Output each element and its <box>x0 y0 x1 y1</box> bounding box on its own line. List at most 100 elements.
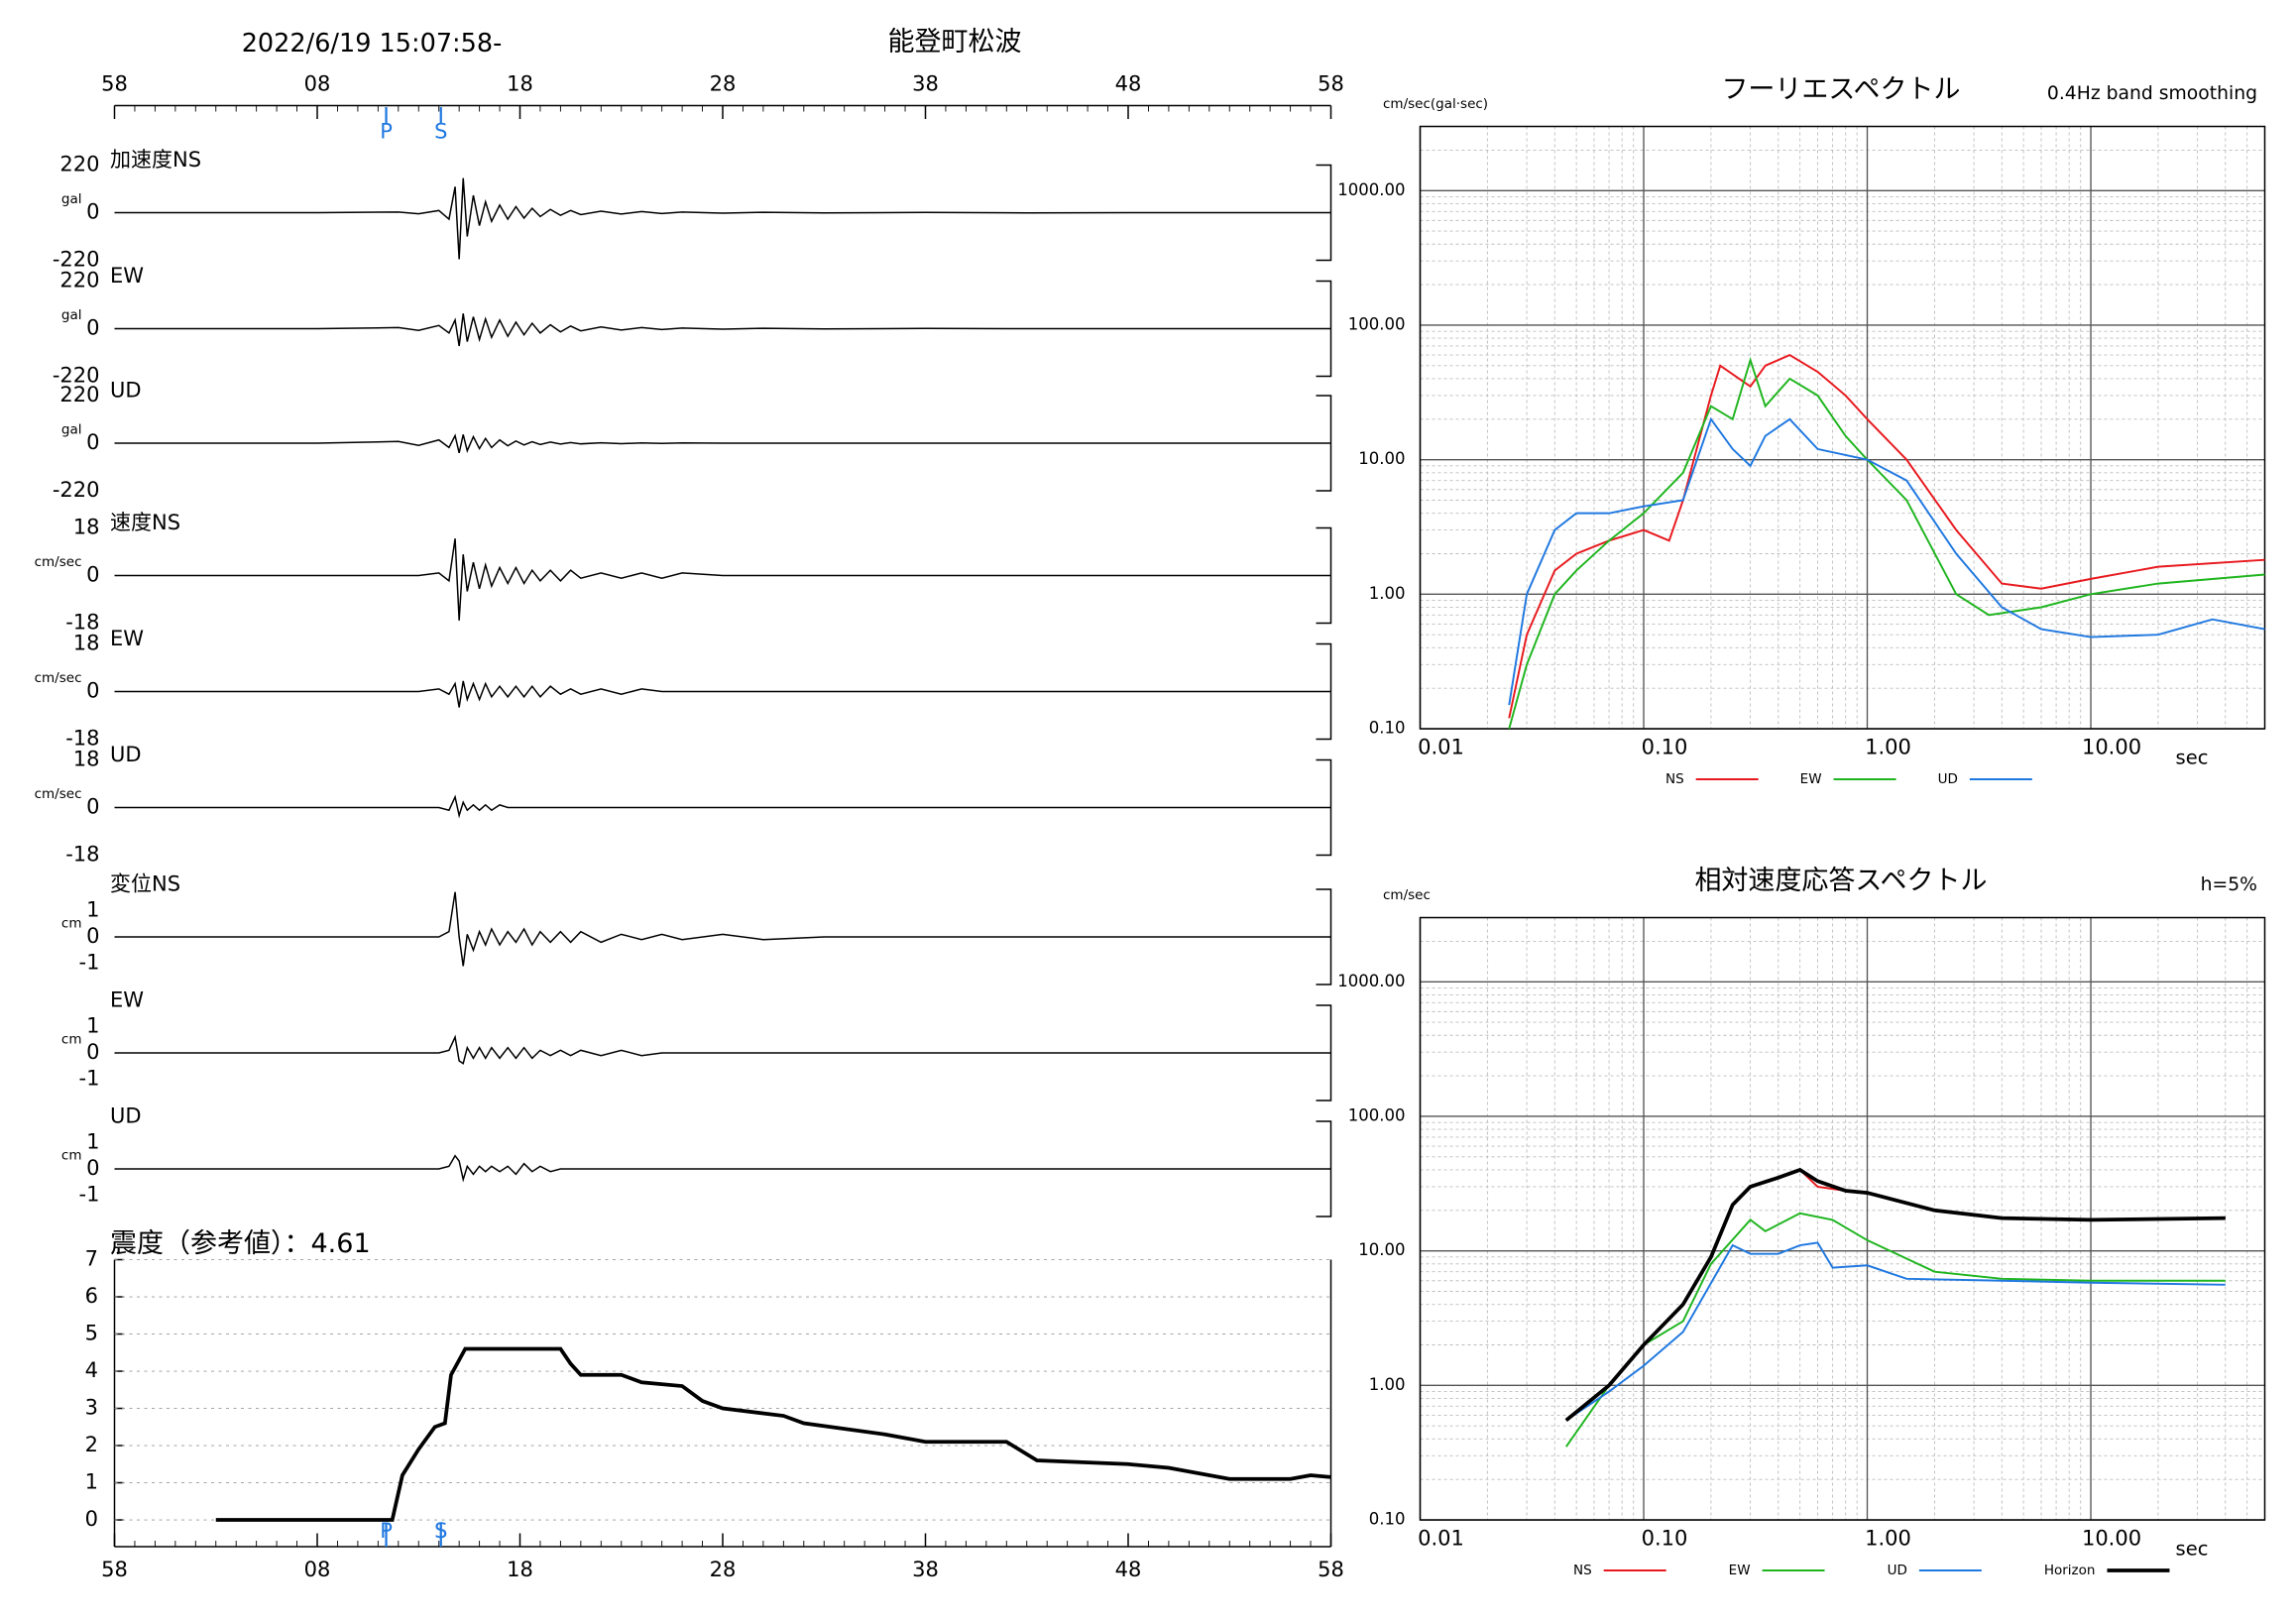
unit-label: gal <box>61 422 82 438</box>
plot-frame <box>1419 125 2266 730</box>
x-tick-label: 10.00 <box>2082 736 2141 759</box>
panel-label: 加速度NS <box>110 148 201 172</box>
y-tick-label: 100.00 <box>1348 1105 1406 1124</box>
x-tick-label: 1.00 <box>1865 736 1911 759</box>
y-tick-label: 220 <box>59 269 99 292</box>
unit-label: cm <box>61 1032 82 1048</box>
x-axis-label: sec <box>2176 747 2209 769</box>
y-axis-label: cm/sec(gal·sec) <box>1383 96 1488 112</box>
x-tick-label: 58 <box>101 72 128 96</box>
x-tick-label: 58 <box>101 1558 128 1581</box>
x-tick-label: 28 <box>710 72 737 96</box>
legend-label: EW <box>1729 1563 1751 1578</box>
unit-label: gal <box>61 307 82 323</box>
y-tick-label: -220 <box>53 478 100 502</box>
y-tick-label: -18 <box>65 843 99 867</box>
y-tick-label: -1 <box>79 1067 100 1091</box>
y-tick-label: 0 <box>86 430 99 454</box>
phase-label: S <box>434 120 447 144</box>
panel-label: EW <box>110 988 144 1012</box>
y-tick-label: 7 <box>85 1247 98 1271</box>
x-tick-label: 58 <box>1318 72 1344 96</box>
x-tick-label: 48 <box>1115 1558 1142 1581</box>
y-tick-label: 0 <box>85 1507 98 1531</box>
y-tick-label: 1000.00 <box>1337 972 1405 990</box>
y-tick-label: 3 <box>85 1396 98 1420</box>
panel-label: EW <box>110 627 144 650</box>
y-tick-label: 0 <box>86 924 99 948</box>
y-tick-label: -1 <box>79 951 100 975</box>
y-tick-label: 0 <box>86 1156 99 1180</box>
y-tick-label: 6 <box>85 1284 98 1308</box>
waveform-trace <box>114 1154 1331 1183</box>
y-tick-label: 10.00 <box>1358 449 1405 468</box>
y-tick-label: 1 <box>86 1013 99 1037</box>
x-tick-label: 10.00 <box>2082 1527 2141 1551</box>
y-tick-label: -18 <box>65 727 99 751</box>
waveform-trace <box>114 891 1331 967</box>
legend-label: NS <box>1665 771 1684 787</box>
unit-label: gal <box>61 191 82 207</box>
y-tick-label: 0.10 <box>1369 719 1406 738</box>
waveform-trace <box>114 794 1331 819</box>
unit-label: cm <box>61 1148 82 1164</box>
unit-label: cm/sec <box>35 670 82 686</box>
x-tick-label: 08 <box>304 1558 331 1581</box>
y-tick-label: 0 <box>86 795 99 819</box>
panel-label: 変位NS <box>110 872 180 896</box>
y-tick-label: 100.00 <box>1348 314 1406 333</box>
phase-label: P <box>380 120 393 144</box>
chart-subtitle: h=5% <box>2201 874 2257 895</box>
panel-label: UD <box>110 743 142 766</box>
y-tick-label: -220 <box>53 364 100 388</box>
phase-label: P <box>380 1519 393 1543</box>
legend-label: UD <box>1888 1563 1907 1578</box>
waveform-trace <box>114 680 1331 708</box>
y-tick-label: 1 <box>86 1129 99 1153</box>
waveform-trace <box>114 313 1331 347</box>
y-tick-label: 5 <box>85 1322 98 1345</box>
x-tick-label: 18 <box>507 72 533 96</box>
chart-title: 2022/6/19 15:07:58- <box>242 29 503 58</box>
y-tick-label: 18 <box>73 748 100 771</box>
y-tick-label: 1.00 <box>1369 1375 1406 1394</box>
y-tick-label: 0 <box>86 316 99 340</box>
spectrum-line <box>1508 416 2265 706</box>
x-tick-label: 0.01 <box>1418 736 1464 759</box>
y-tick-label: -18 <box>65 611 99 635</box>
y-tick-label: -220 <box>53 248 100 272</box>
spectrum-line <box>1565 1212 2226 1448</box>
y-tick-label: 0 <box>86 200 99 224</box>
y-tick-label: 0 <box>86 679 99 703</box>
y-tick-label: 0.10 <box>1369 1510 1406 1529</box>
y-tick-label: 18 <box>73 632 100 655</box>
x-tick-label: 58 <box>1318 1558 1344 1581</box>
plot-frame <box>1419 916 2266 1521</box>
y-tick-label: 1 <box>86 897 99 921</box>
waveform-trace <box>114 433 1331 454</box>
chart-title: 相対速度応答スペクトル <box>1694 866 1987 896</box>
chart-title: 震度（参考値）：4.61 <box>110 1228 371 1259</box>
legend-label: NS <box>1573 1563 1592 1578</box>
y-axis-label: cm/sec <box>1383 887 1431 903</box>
spectrum-line <box>1508 356 2265 730</box>
x-tick-label: 1.00 <box>1865 1527 1911 1551</box>
x-tick-label: 08 <box>304 72 331 96</box>
y-tick-label: 1000.00 <box>1337 180 1405 199</box>
panel-label: 速度NS <box>110 511 180 534</box>
legend-label: UD <box>1938 771 1958 787</box>
y-tick-label: 1 <box>85 1470 98 1494</box>
y-tick-label: 0 <box>86 563 99 587</box>
panel-label: UD <box>110 379 142 403</box>
x-tick-label: 28 <box>710 1558 737 1581</box>
x-tick-label: 38 <box>912 1558 939 1581</box>
y-tick-label: 1.00 <box>1369 584 1406 603</box>
y-tick-label: -1 <box>79 1183 100 1207</box>
spectrum-line <box>1508 353 2265 719</box>
chart-subtitle: 0.4Hz band smoothing <box>2047 83 2257 104</box>
unit-label: cm/sec <box>35 554 82 570</box>
panel-label: EW <box>110 264 144 288</box>
x-tick-label: 0.10 <box>1642 736 1688 759</box>
